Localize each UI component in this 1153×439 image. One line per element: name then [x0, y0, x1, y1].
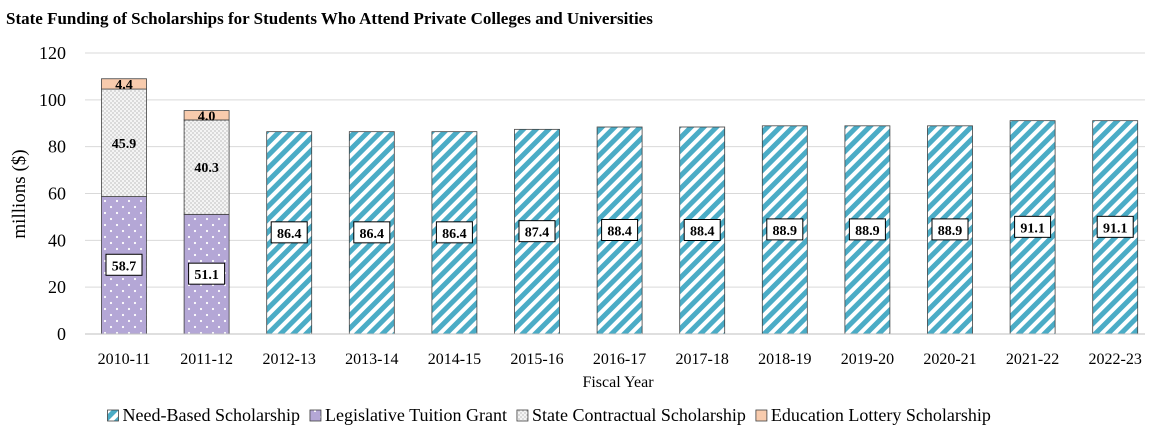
bar-segment — [183, 110, 230, 121]
data-label-box — [188, 262, 226, 285]
data-label: 86.4 — [442, 227, 467, 242]
legend-swatch — [107, 409, 119, 422]
data-label-box — [766, 218, 804, 241]
legend-swatch — [755, 409, 768, 422]
legend-item: Need-Based Scholarship — [107, 405, 300, 425]
x-tick-label: 2017-18 — [676, 351, 729, 368]
data-label-box — [435, 221, 473, 244]
bar-segment — [101, 88, 147, 197]
data-label: 4.0 — [198, 109, 216, 124]
x-tick-label: 2016-17 — [593, 351, 646, 368]
legend-item: Education Lottery Scholarship — [755, 405, 991, 425]
data-label: 88.4 — [690, 224, 715, 239]
x-tick-label: 2012-13 — [263, 351, 316, 368]
bars: 58.7 45.9 4.4 51.1 40.3 4.0 86.4 86.4 86.4 87.4 88… — [101, 78, 1139, 335]
data-label-box — [1014, 215, 1052, 238]
legend-item: State Contractual Scholarship — [516, 405, 746, 425]
legend-label: Legislative Tuition Grant — [325, 405, 507, 425]
x-axis-ticks: 2010-11 2011-12 2012-13 2013-14 2014-15 2015-… — [98, 351, 1142, 368]
data-label: 86.4 — [360, 227, 385, 242]
x-tick-label: 2018-19 — [758, 351, 811, 368]
legend: Need-Based Scholarship Legislative Tuitio… — [107, 405, 991, 425]
data-label: 88.9 — [938, 224, 963, 239]
data-label: 4.4 — [115, 78, 133, 93]
data-label: 88.9 — [773, 224, 798, 239]
x-tick-label: 2020-21 — [923, 351, 976, 368]
data-label: 58.7 — [112, 259, 137, 274]
legend-label: Education Lottery Scholarship — [771, 405, 991, 425]
data-label-box — [518, 220, 556, 243]
legend-item: Legislative Tuition Grant — [309, 405, 507, 425]
data-label: 86.4 — [277, 227, 302, 242]
data-label: 88.4 — [607, 224, 632, 239]
y-tick-label: 120 — [39, 43, 66, 63]
y-axis-ticks: 0 20 40 60 80 100 120 — [39, 43, 66, 344]
y-tick-label: 80 — [48, 137, 66, 157]
data-label-box — [353, 221, 391, 244]
y-tick-label: 60 — [48, 184, 66, 204]
data-label: 51.1 — [194, 268, 219, 283]
x-tick-label: 2013-14 — [345, 351, 398, 368]
x-axis-label: Fiscal Year — [582, 374, 654, 391]
y-tick-label: 100 — [39, 90, 66, 110]
chart-title: State Funding of Scholarships for Studen… — [6, 9, 653, 28]
data-label: 88.9 — [855, 224, 880, 239]
y-tick-label: 40 — [48, 230, 66, 250]
data-label: 87.4 — [525, 226, 550, 241]
y-axis-label: millions ($) — [9, 149, 30, 238]
x-tick-label: 2010-11 — [98, 351, 151, 368]
legend-swatch — [516, 409, 529, 422]
data-label: 45.9 — [112, 137, 137, 152]
data-label: 40.3 — [194, 161, 219, 176]
legend-label: State Contractual Scholarship — [532, 405, 746, 425]
data-label-box — [105, 253, 143, 276]
bar-segment — [101, 78, 147, 90]
data-label-box — [848, 218, 886, 241]
legend-label: Need-Based Scholarship — [123, 405, 300, 425]
x-tick-label: 2021-22 — [1006, 351, 1059, 368]
x-tick-label: 2019-20 — [841, 351, 894, 368]
data-label: 91.1 — [1103, 221, 1128, 236]
data-label: 91.1 — [1020, 221, 1045, 236]
y-tick-label: 20 — [48, 277, 66, 297]
data-label-box — [683, 218, 721, 241]
data-label-box — [931, 218, 969, 241]
legend-swatch — [309, 409, 322, 422]
data-label-box — [601, 218, 639, 241]
y-tick-label: 0 — [57, 324, 66, 344]
x-tick-label: 2015-16 — [510, 351, 563, 368]
x-tick-label: 2014-15 — [428, 351, 481, 368]
x-tick-label: 2022-23 — [1089, 351, 1142, 368]
x-tick-label: 2011-12 — [180, 351, 233, 368]
data-label-box — [1096, 215, 1134, 238]
data-label-box — [270, 221, 308, 244]
